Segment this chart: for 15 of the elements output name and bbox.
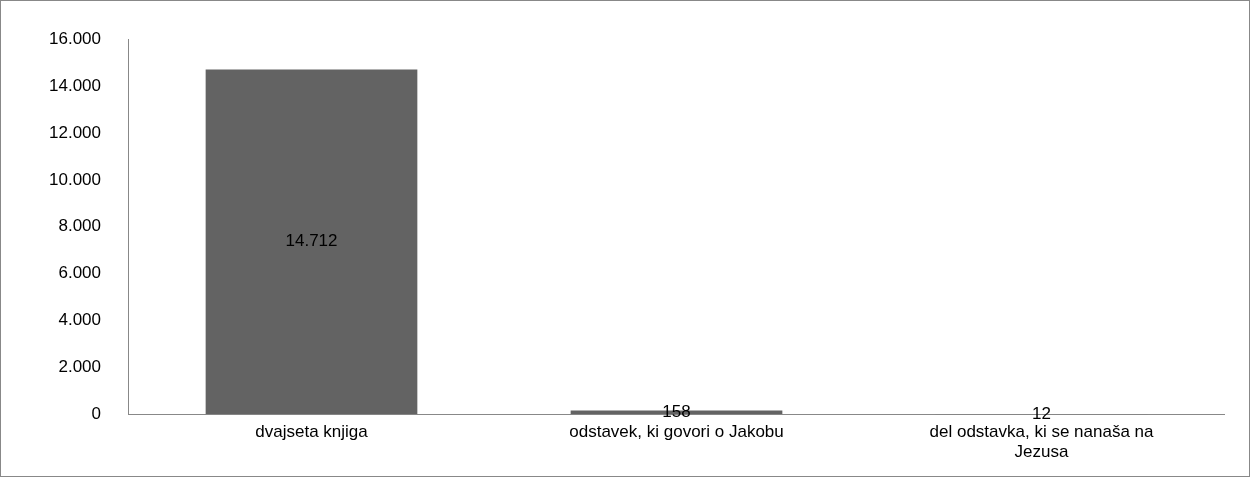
y-tick-label: 14.000	[49, 75, 101, 95]
data-label: 158	[662, 402, 691, 422]
y-tick-label: 10.000	[49, 169, 101, 189]
y-tick-label: 0	[91, 403, 101, 423]
y-tick-label: 8.000	[58, 216, 101, 236]
y-tick-label: 16.000	[49, 28, 101, 48]
x-tick-label: del odstavka, ki se nanaša na Jezusa	[929, 422, 1155, 462]
x-tick-label: odstavek, ki govori o Jakobu	[569, 422, 784, 442]
y-tick-label: 12.000	[49, 122, 101, 142]
y-tick-label: 2.000	[58, 357, 101, 377]
y-tick-label: 6.000	[58, 263, 101, 283]
data-label: 12	[1032, 403, 1051, 423]
data-label: 14.712	[285, 231, 338, 251]
y-tick-label: 4.000	[58, 310, 101, 330]
x-tick-label: dvajseta knjiga	[255, 422, 369, 442]
